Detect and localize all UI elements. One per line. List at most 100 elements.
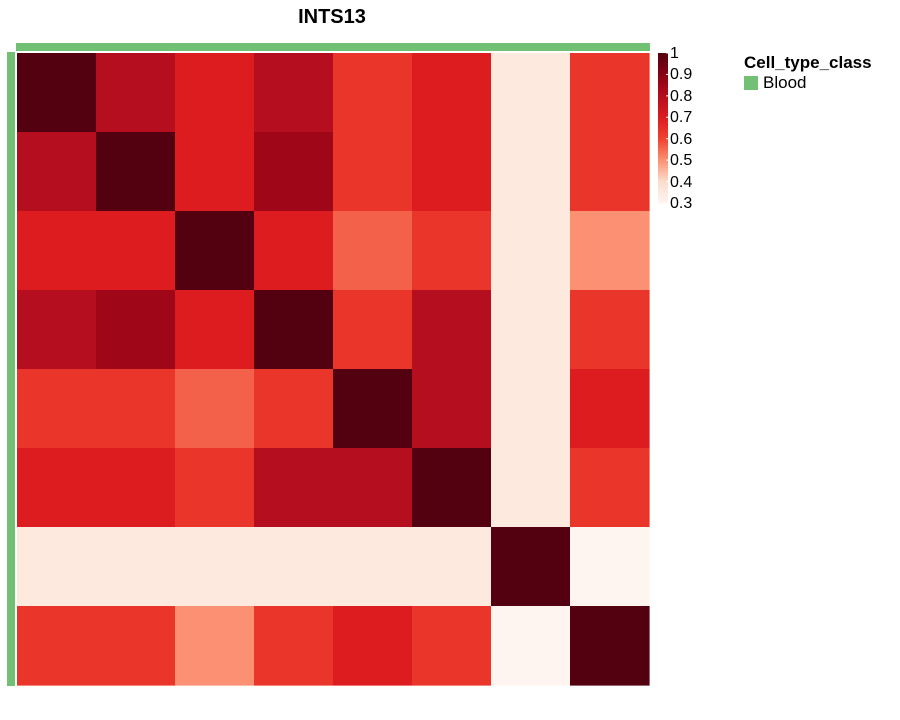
heatmap-cell-r4-c7 xyxy=(491,290,571,370)
color-scale-segment xyxy=(658,68,668,71)
heatmap-cell-r2-c2 xyxy=(96,132,176,212)
color-scale-segment xyxy=(658,65,668,69)
heatmap-cell-r7-c1 xyxy=(17,527,97,607)
heatmap-cell-r3-c4 xyxy=(254,211,334,291)
color-scale-segment xyxy=(658,128,668,131)
color-scale-segment xyxy=(658,90,668,94)
heatmap-cell-r5-c8 xyxy=(570,369,650,449)
color-scale-segment xyxy=(658,180,668,184)
color-scale-segment xyxy=(658,108,668,111)
color-scale-segment xyxy=(658,110,668,114)
heatmap-cell-r8-c7 xyxy=(491,606,571,686)
color-scale-segment xyxy=(658,100,668,104)
heatmap-cell-r8-c2 xyxy=(96,606,176,686)
heatmap-cell-r4-c5 xyxy=(333,290,413,370)
color-scale-segment xyxy=(658,73,668,76)
heatmap-cell-r2-c4 xyxy=(254,132,334,212)
color-scale-segment xyxy=(658,195,668,199)
color-scale-tick-label: 1 xyxy=(670,45,679,62)
heatmap-cell-r6-c7 xyxy=(491,448,571,528)
heatmap-cell-r4-c6 xyxy=(412,290,492,370)
heatmap-cell-r7-c7 xyxy=(491,527,571,607)
heatmap-cell-r3-c3 xyxy=(175,211,255,291)
heatmap-cell-r1-c8 xyxy=(570,53,650,133)
heatmap-cell-r6-c5 xyxy=(333,448,413,528)
heatmap-cell-r3-c1 xyxy=(17,211,97,291)
legend-label-blood: Blood xyxy=(763,73,807,92)
color-scale-segment xyxy=(658,85,668,89)
color-scale-segment xyxy=(658,188,668,191)
annotation-bars xyxy=(7,43,650,686)
heatmap-cell-r5-c3 xyxy=(175,369,255,449)
color-scale-segment xyxy=(658,60,668,64)
color-scale-tick-label: 0.8 xyxy=(670,87,693,105)
heatmap-cell-r1-c4 xyxy=(254,53,334,133)
heatmap-cell-r3-c8 xyxy=(570,211,650,291)
heatmap-cell-r4-c1 xyxy=(17,290,97,370)
color-scale-segment xyxy=(658,198,668,201)
heatmap-cell-r5-c4 xyxy=(254,369,334,449)
heatmap-cell-r3-c2 xyxy=(96,211,176,291)
color-scale-segment xyxy=(658,163,668,166)
heatmap-cell-r7-c5 xyxy=(333,527,413,607)
heatmap-cell-r8-c6 xyxy=(412,606,492,686)
heatmap-cell-r7-c4 xyxy=(254,527,334,607)
color-scale-segment xyxy=(658,133,668,136)
heatmap-cell-r4-c4 xyxy=(254,290,334,370)
heatmap-cell-r2-c1 xyxy=(17,132,97,212)
color-scale-segment xyxy=(658,55,668,59)
color-scale-segment xyxy=(658,98,668,101)
heatmap-cell-r2-c8 xyxy=(570,132,650,212)
color-scale-segment xyxy=(658,88,668,91)
color-scale-segment xyxy=(658,148,668,151)
row-annotation-bar xyxy=(7,52,15,686)
heatmap-cell-r8-c3 xyxy=(175,606,255,686)
heatmap-cell-r1-c3 xyxy=(175,53,255,133)
heatmap-cell-r5-c5 xyxy=(333,369,413,449)
color-scale-segment xyxy=(658,105,668,109)
color-scale-tick-label: 0.6 xyxy=(670,130,693,148)
color-scale-segment xyxy=(658,78,668,81)
heatmap-cell-r1-c1 xyxy=(17,53,97,133)
heatmap-cell-r1-c5 xyxy=(333,53,413,133)
heatmap-cell-r3-c6 xyxy=(412,211,492,291)
color-scale-segment xyxy=(658,170,668,174)
color-scale-segment xyxy=(658,155,668,159)
color-scale-segment xyxy=(658,178,668,181)
heatmap-cell-r7-c2 xyxy=(96,527,176,607)
color-scale-segment xyxy=(658,138,668,141)
heatmap-cells xyxy=(17,53,650,686)
annotation-legend: Cell_type_class Blood xyxy=(744,53,872,92)
color-scale-tick-label: 0.3 xyxy=(670,195,693,212)
heatmap-cell-r3-c7 xyxy=(491,211,571,291)
color-scale-segment xyxy=(658,93,668,96)
heatmap-cell-r2-c7 xyxy=(491,132,571,212)
color-scale-segment xyxy=(658,153,668,156)
heatmap-cell-r7-c6 xyxy=(412,527,492,607)
heatmap-cell-r6-c4 xyxy=(254,448,334,528)
heatmap-cell-r7-c8 xyxy=(570,527,650,607)
color-scale-segment xyxy=(658,130,668,134)
color-scale-tick-label: 0.5 xyxy=(670,152,693,170)
heatmap-cell-r7-c3 xyxy=(175,527,255,607)
heatmap-cell-r2-c5 xyxy=(333,132,413,212)
color-scale-segment xyxy=(658,103,668,106)
legend-title: Cell_type_class xyxy=(744,53,872,72)
color-scale-segment xyxy=(658,173,668,176)
heatmap-cell-r5-c2 xyxy=(96,369,176,449)
color-scale-segment xyxy=(658,190,668,194)
color-scale-segment xyxy=(658,160,668,164)
color-scale-tick-label: 0.9 xyxy=(670,66,693,84)
heatmap-cell-r2-c6 xyxy=(412,132,492,212)
color-scale-segment xyxy=(658,123,668,126)
color-scale-segment xyxy=(658,95,668,99)
color-scale-segment xyxy=(658,63,668,66)
color-scale-segment xyxy=(658,113,668,116)
color-scale-segment xyxy=(658,118,668,121)
color-scale-segment xyxy=(658,143,668,146)
heatmap-cell-r4-c2 xyxy=(96,290,176,370)
color-scale-segment xyxy=(658,120,668,124)
heatmap-cell-r8-c1 xyxy=(17,606,97,686)
